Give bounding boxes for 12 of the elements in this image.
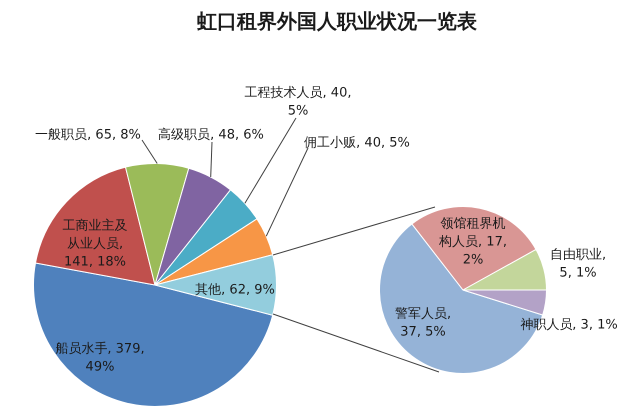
slice-label: 警军人员, 37, 5% xyxy=(394,306,452,340)
slice-label: 领馆租界机构人员, 17, 2% xyxy=(438,216,507,268)
slice-label: 船员水手, 379, 49% xyxy=(55,341,145,374)
chart-title: 虹口租界外国人职业状况一览表 xyxy=(197,8,477,35)
slice-label: 自由职业, 5, 1% xyxy=(550,247,606,280)
slice-label: 一般职员, 65, 8% xyxy=(35,127,141,142)
slice-label: 工商业主及从业人员, 141, 18% xyxy=(62,217,128,270)
slice-label: 神职人员, 3, 1% xyxy=(520,317,618,332)
slice-label: 工程技术人员, 40, 5% xyxy=(244,85,352,118)
slice-label: 高级职员, 48, 6% xyxy=(158,126,264,142)
slice-label: 佣工小贩, 40, 5% xyxy=(304,135,410,150)
slice-label: 其他, 62, 9% xyxy=(195,282,275,298)
